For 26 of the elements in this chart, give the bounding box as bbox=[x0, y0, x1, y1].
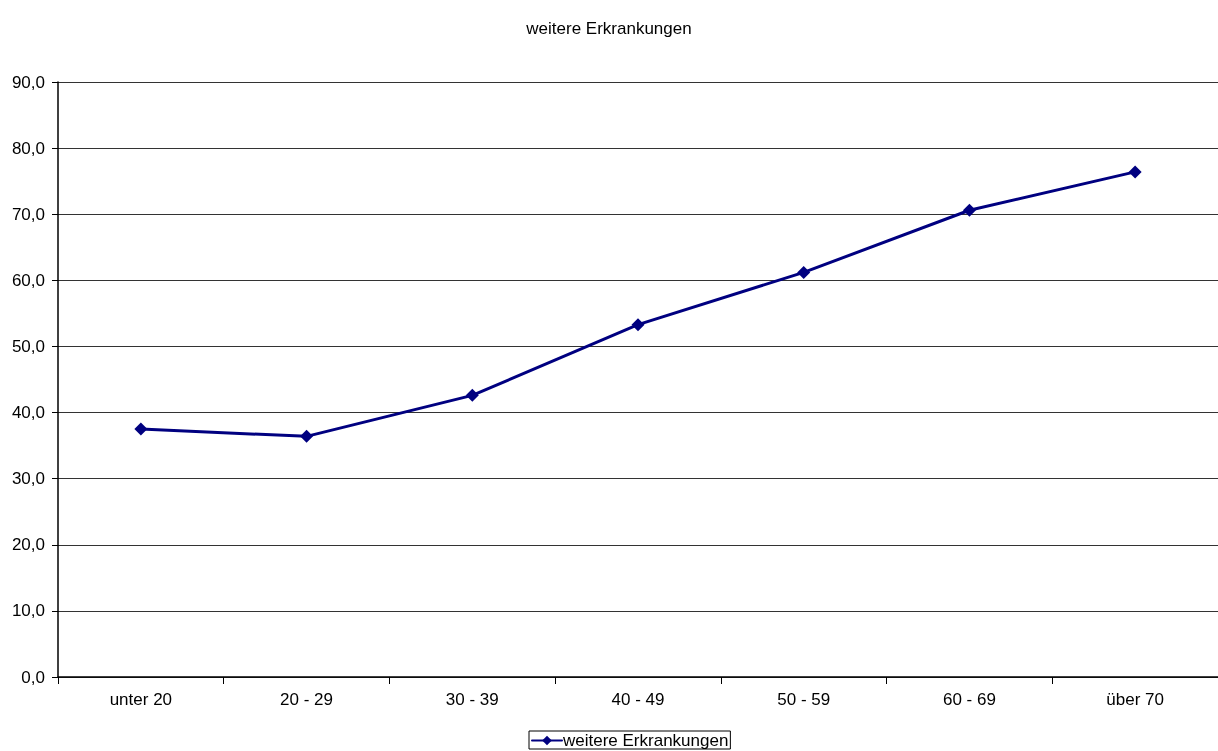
y-tick-label: 0,0 bbox=[21, 667, 45, 687]
y-tick-label: 40,0 bbox=[11, 403, 45, 423]
point bbox=[465, 388, 479, 402]
point bbox=[797, 265, 811, 279]
point bbox=[1128, 165, 1142, 179]
y-tick-label: 20,0 bbox=[11, 535, 45, 555]
y-tick-label: 50,0 bbox=[11, 336, 45, 356]
x-tick-label: über 70 bbox=[1106, 690, 1164, 709]
x-tick-label: 40 - 49 bbox=[611, 690, 665, 709]
x-tick-label: 50 - 59 bbox=[777, 690, 831, 709]
x-tick-label: 30 - 39 bbox=[445, 690, 499, 709]
point bbox=[134, 422, 148, 436]
point bbox=[300, 429, 314, 443]
y-tick-label: 80,0 bbox=[11, 138, 45, 158]
y-tick-label: 70,0 bbox=[11, 204, 45, 224]
point bbox=[962, 203, 976, 217]
chart-title: weitere Erkrankungen bbox=[525, 19, 692, 38]
y-tick-label: 90,0 bbox=[11, 72, 45, 92]
y-tick-label: 10,0 bbox=[11, 601, 45, 621]
point bbox=[631, 318, 645, 332]
y-tick-label: 30,0 bbox=[11, 469, 45, 489]
legend-label: weitere Erkrankungen bbox=[562, 731, 729, 750]
y-tick-label: 60,0 bbox=[11, 270, 45, 290]
x-tick-label: 60 - 69 bbox=[942, 690, 996, 709]
x-tick-label: unter 20 bbox=[109, 690, 173, 709]
x-tick-label: 20 - 29 bbox=[280, 690, 334, 709]
